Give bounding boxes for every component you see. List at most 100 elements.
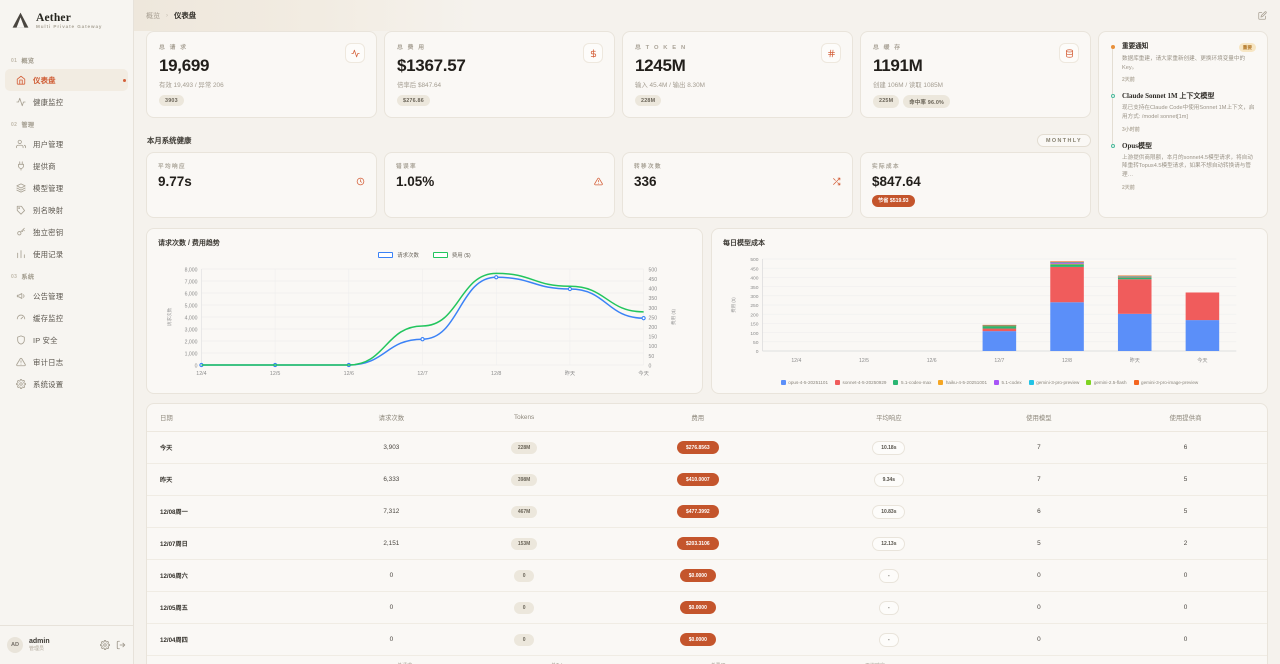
notification-dot <box>1110 45 1115 49</box>
cell-models: 0 <box>973 591 1105 624</box>
users-icon <box>16 139 26 149</box>
legend-item[interactable]: gemini-3-pro-image-preview <box>1133 380 1198 385</box>
cell-cost: $0.0000 <box>591 559 804 592</box>
cell-requests: 3,903 <box>326 431 457 464</box>
sidebar-item-独立密钥[interactable]: 独立密钥 <box>5 221 128 243</box>
legend-item[interactable]: 5.1-codex-max <box>893 380 931 385</box>
sidebar-item-健康监控[interactable]: 健康监控 <box>5 91 128 113</box>
legend-item[interactable]: 请求次数 <box>378 251 419 259</box>
cell-models: 0 <box>973 559 1105 592</box>
legend-item[interactable]: gemini-2.5-flash <box>1086 380 1127 385</box>
svg-text:12/5: 12/5 <box>270 371 280 377</box>
kpi-subtext: 输入 45.4M / 输出 8.30M <box>635 82 705 89</box>
notification-title: Claude Sonnet 1M 上下文模型 <box>1122 92 1215 101</box>
kpi-card: 总 费 用 $1367.57 倍率后 $847.64 $276.86 <box>384 31 615 118</box>
shield-icon <box>17 335 25 345</box>
nav-group-系统: 03 系统 <box>0 265 133 285</box>
sidebar-item-label: IP 安全 <box>33 335 58 345</box>
breadcrumb-current: 仪表盘 <box>174 11 197 20</box>
sidebar-item-缓存监控[interactable]: 缓存监控 <box>5 307 128 329</box>
user-bar: AD admin 管理员 <box>0 625 133 664</box>
sidebar-item-用户管理[interactable]: 用户管理 <box>5 133 128 155</box>
svg-text:300: 300 <box>750 294 758 300</box>
cell-cost: $0.0000 <box>591 591 804 624</box>
edit-icon[interactable] <box>1258 11 1267 20</box>
sidebar-item-模型管理[interactable]: 模型管理 <box>5 177 128 199</box>
kpi-label: 总 T O K E N <box>635 45 687 51</box>
brand[interactable]: Aether Multi Private Gateway <box>0 0 133 40</box>
notification-item[interactable]: 重要通知 重要 数据库重建，请大家重新创建、更换环境变量中的Key。 2天前 <box>1110 43 1256 96</box>
brand-tagline: Multi Private Gateway <box>36 23 103 29</box>
svg-text:今天: 今天 <box>1197 356 1207 364</box>
legend-swatch <box>994 380 999 385</box>
legend-item[interactable]: opus-4-5-20251101 <box>780 380 828 385</box>
sidebar-item-label: 模型管理 <box>33 183 64 193</box>
legend-swatch <box>893 380 899 385</box>
kpi-subtext: 倍率后 $847.64 <box>397 82 442 89</box>
table-header-row: 日期 请求次数 Tokens 费用 平均响应 使用模型 使用提供商 <box>147 404 1267 432</box>
legend-item[interactable]: 费用 ($) <box>432 251 471 259</box>
table-row[interactable]: 12/07周日 2,151 153M $203.3106 12.13s 5 2 <box>147 527 1267 560</box>
gear-icon[interactable] <box>100 640 110 650</box>
svg-text:12/7: 12/7 <box>417 371 427 377</box>
line-chart-title: 请求次数 / 费用趋势 <box>158 240 220 247</box>
response-badge: 10.83s <box>872 504 906 519</box>
sidebar-item-系统设置[interactable]: 系统设置 <box>5 373 128 395</box>
activity-icon <box>350 49 360 57</box>
table-row[interactable]: 今天 3,903 228M $276.8563 10.18s 7 6 <box>147 431 1267 464</box>
health-card: 转移次数 336 <box>622 152 853 218</box>
breadcrumb-root[interactable]: 概览 <box>146 12 160 20</box>
notification-tag: 重要 <box>1238 43 1256 52</box>
svg-text:0: 0 <box>649 363 652 369</box>
logout-icon[interactable] <box>116 640 126 650</box>
svg-text:12/6: 12/6 <box>344 371 354 377</box>
nav-group-label: 管理 <box>21 122 35 129</box>
cell-date: 12/05周五 <box>147 591 327 624</box>
sidebar-item-仪表盘[interactable]: 仪表盘 <box>5 69 128 91</box>
sidebar-item-使用记录[interactable]: 使用记录 <box>5 243 128 265</box>
breadcrumb-separator: › <box>166 12 168 19</box>
legend-item[interactable]: 5.1-codex <box>994 380 1022 385</box>
sidebar-item-提供商[interactable]: 提供商 <box>5 155 128 177</box>
legend-item[interactable]: sonnet-4-5-20250929 <box>835 380 886 385</box>
svg-text:2,000: 2,000 <box>185 339 198 345</box>
notification-time: 2天前 <box>1122 184 1135 191</box>
legend-swatch <box>1028 380 1034 385</box>
sidebar-item-公告管理[interactable]: 公告管理 <box>5 285 128 307</box>
sidebar-item-IP 安全[interactable]: IP 安全 <box>5 329 128 351</box>
notification-item[interactable]: Opus模型 上游提供商限额，本月的sonnet4.5模型请求，将自动降重转Top… <box>1110 142 1256 191</box>
period-pill[interactable]: MONTHLY <box>1037 134 1091 147</box>
notification-item[interactable]: Claude Sonnet 1M 上下文模型 现已支持在Claude Code中使… <box>1110 92 1256 145</box>
table-row[interactable]: 12/08周一 7,312 467M $477.3992 10.83s 6 5 <box>147 495 1267 528</box>
table-row[interactable]: 12/06周六 0 0 $0.0000-0 0 <box>147 559 1267 592</box>
table-row[interactable]: 昨天 6,333 398M $410.0007 9.34s 7 5 <box>147 463 1267 496</box>
table-body: 今天 3,903 228M $276.8563 10.18s 7 6 昨天 6,333 398M $… <box>147 431 1267 656</box>
legend-swatch <box>835 380 841 385</box>
kpi-value: 19,699 <box>159 56 210 75</box>
svg-text:4,000: 4,000 <box>185 315 198 321</box>
nav-group-label: 概览 <box>21 58 35 65</box>
nav-group-number: 03 <box>11 273 18 280</box>
health-title: 本月系统健康 <box>147 136 192 145</box>
sidebar-item-审计日志[interactable]: 审计日志 <box>5 351 128 373</box>
dollar-sign-icon <box>1070 177 1079 186</box>
svg-text:12/8: 12/8 <box>1062 358 1072 364</box>
warning-triangle-icon <box>594 177 603 186</box>
health-icon <box>594 173 603 186</box>
cell-tokens: 0 <box>456 559 592 592</box>
plug-icon <box>18 161 24 171</box>
table-row[interactable]: 12/04周四 0 0 $0.0000-0 0 <box>147 623 1267 656</box>
cell-date: 12/04周四 <box>147 623 327 656</box>
cell-cost: $410.0007 <box>591 463 804 496</box>
health-label: 错误率 <box>396 164 417 170</box>
sidebar-item-别名映射[interactable]: 别名映射 <box>5 199 128 221</box>
notification-panel: 重要通知 重要 数据库重建，请大家重新创建、更换环境变量中的Key。 2天前 Claud… <box>1098 31 1268 218</box>
svg-text:500: 500 <box>750 257 758 263</box>
legend-item[interactable]: gemini-3-pro-preview <box>1028 380 1079 385</box>
tokens-badge: 398M <box>510 473 538 486</box>
legend-item[interactable]: haiku-4-5-20251001 <box>938 380 987 385</box>
table-row[interactable]: 12/05周五 0 0 $0.0000-0 0 <box>147 591 1267 624</box>
cell-requests: 0 <box>326 623 457 656</box>
line-chart-legend: 请求次数 费用 ($) <box>158 251 691 259</box>
svg-text:450: 450 <box>649 277 658 283</box>
